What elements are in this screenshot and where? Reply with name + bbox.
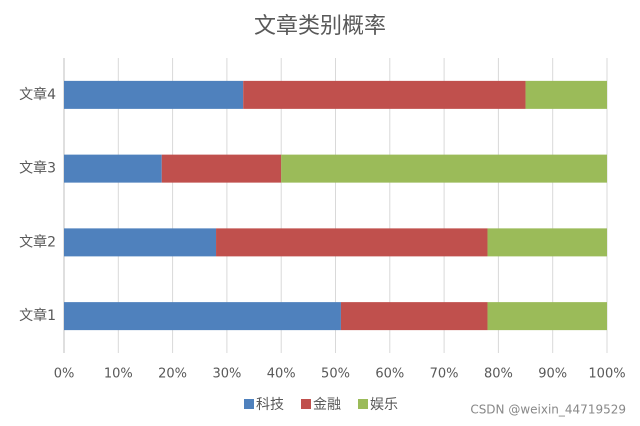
bar-segment	[243, 80, 526, 109]
bar-segment	[216, 228, 488, 257]
bar-segment	[487, 228, 607, 257]
x-tick-label: 60%	[375, 367, 404, 382]
legend-swatch	[244, 399, 254, 409]
x-tick-label: 90%	[538, 367, 567, 382]
legend-label: 娱乐	[370, 397, 398, 413]
y-tick-label: 文章2	[19, 233, 56, 250]
x-tick-label: 30%	[212, 367, 241, 382]
legend-label: 金融	[313, 397, 341, 413]
x-tick-label: 10%	[104, 367, 133, 382]
x-tick-label: 0%	[54, 367, 75, 382]
bar-segment	[161, 154, 282, 183]
x-tick-label: 70%	[430, 367, 459, 382]
legend-label: 科技	[256, 397, 284, 413]
watermark: CSDN @weixin_44719529	[470, 403, 626, 417]
bar-segment	[64, 302, 341, 331]
bar-segment	[340, 302, 488, 331]
y-tick-label: 文章3	[19, 160, 56, 177]
x-tick-label: 50%	[321, 367, 350, 382]
y-tick-label: 文章4	[19, 86, 56, 103]
bar-segment	[487, 302, 607, 331]
bar-segment	[64, 228, 217, 257]
x-tick-label: 40%	[267, 367, 296, 382]
legend-swatch	[301, 399, 311, 409]
bar-segment	[64, 80, 244, 109]
x-tick-label: 100%	[588, 367, 625, 382]
bar-segment	[64, 154, 162, 183]
bar-segment	[525, 80, 607, 109]
legend-swatch	[358, 399, 368, 409]
bar-segment	[281, 154, 607, 183]
y-tick-label: 文章1	[19, 307, 56, 324]
x-tick-label: 80%	[484, 367, 513, 382]
chart-title: 文章类别概率	[254, 14, 386, 39]
x-tick-label: 20%	[158, 367, 187, 382]
